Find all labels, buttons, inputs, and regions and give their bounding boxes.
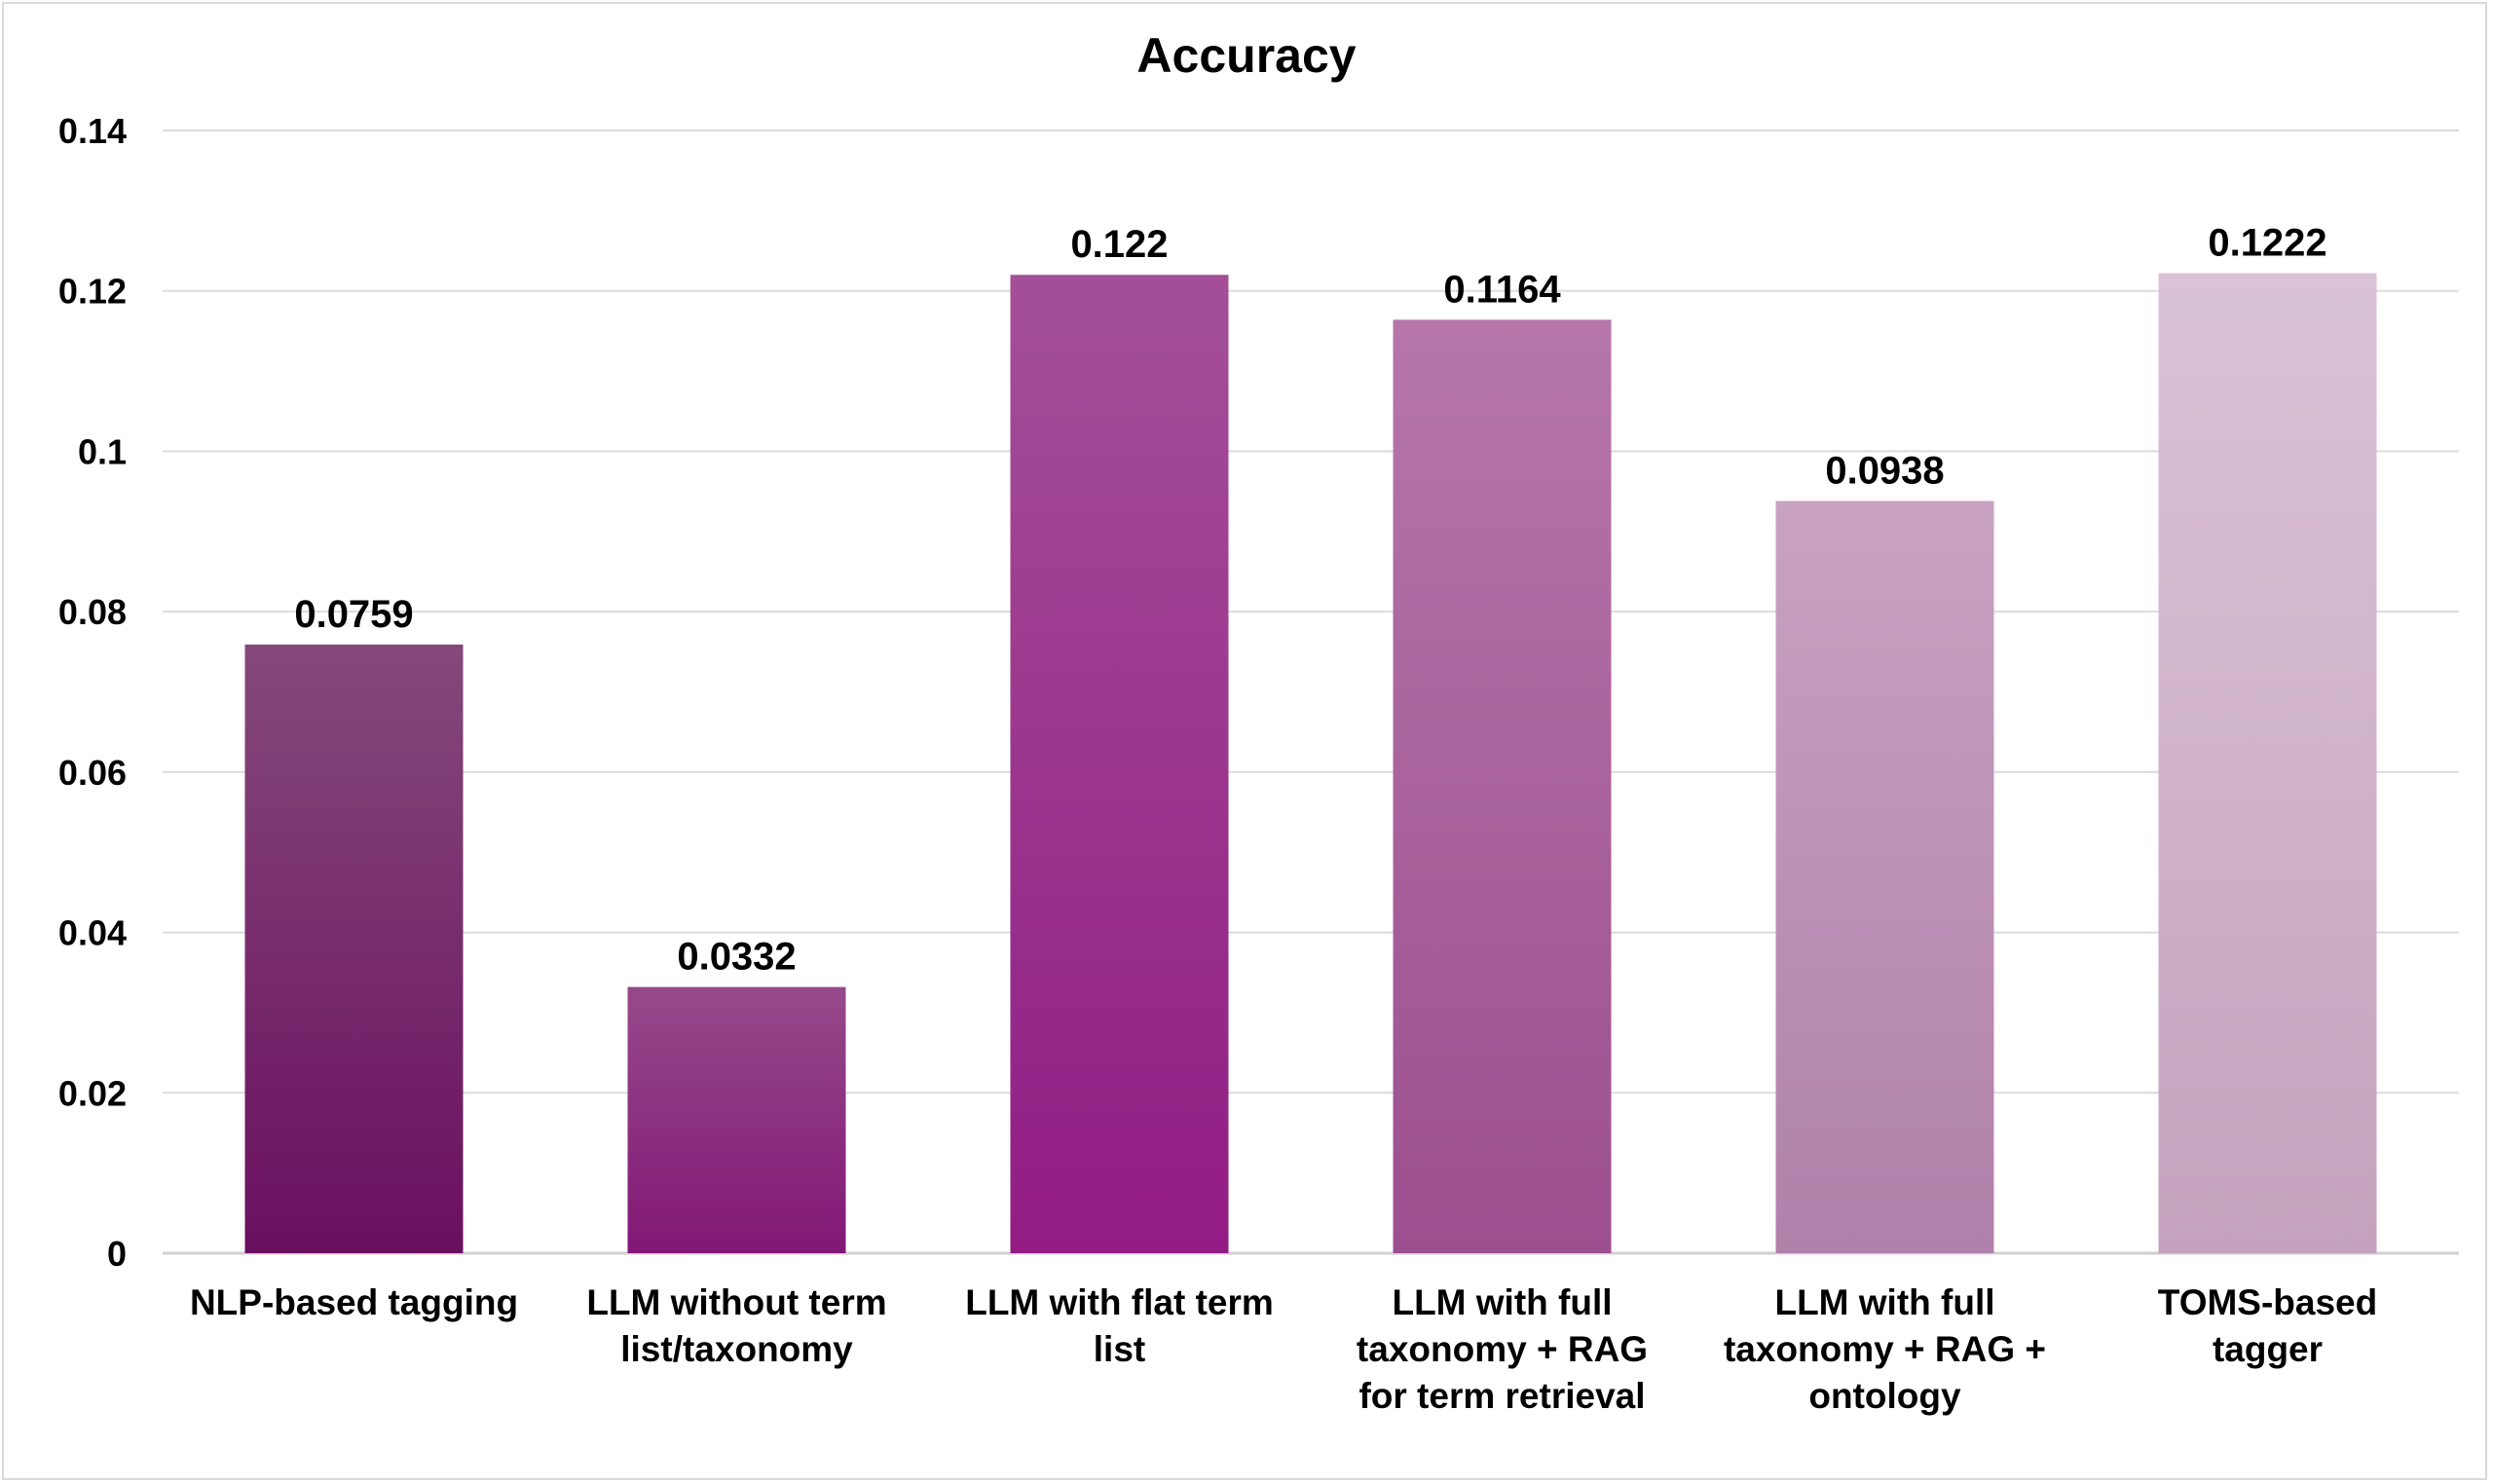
data-labels: 0.0759 0.0332 0.122 0.1164 0.0938 0.1222 [294,222,2326,979]
bars [244,273,2377,1253]
gridlines [163,130,2459,1255]
x-category-label: LLM with flat term [965,1282,1274,1322]
bar [1010,275,1229,1253]
bar [1775,501,1994,1253]
data-label: 0.1222 [2208,222,2326,265]
x-category-label: for term retrieval [1358,1376,1645,1416]
y-tick-label: 0.02 [58,1073,127,1113]
y-tick-label: 0 [107,1234,127,1274]
x-axis-categories: NLP-based tagging LLM without term list/ta… [190,1282,2377,1416]
chart-title: Accuracy [1136,28,1356,83]
x-category-label: LLM with full [1774,1282,1994,1322]
x-category-label: taxonomy + RAG [1357,1329,1648,1369]
x-category-label: LLM with full [1392,1282,1612,1322]
y-tick-label: 0.04 [58,913,127,953]
bar [627,986,846,1253]
y-axis-ticks: 0 0.02 0.04 0.06 0.08 0.1 0.12 0.14 [58,111,127,1274]
y-tick-label: 0.12 [58,272,127,312]
data-label: 0.0332 [677,936,796,979]
bar [2158,273,2377,1253]
x-category-label: list/taxonomy [620,1329,853,1369]
x-category-label: LLM without term [586,1282,886,1322]
bar [1393,319,1612,1253]
y-tick-label: 0.14 [58,111,127,151]
data-label: 0.122 [1070,223,1168,266]
x-category-label: NLP-based tagging [190,1282,518,1322]
data-label: 0.0938 [1825,449,1944,492]
y-tick-label: 0.1 [78,431,127,471]
y-tick-label: 0.06 [58,753,127,793]
x-category-label: taxonomy + RAG + [1724,1329,2046,1369]
y-tick-label: 0.08 [58,592,127,632]
bar [244,644,464,1253]
data-label: 0.1164 [1443,268,1561,311]
x-category-label: list [1094,1329,1145,1369]
x-category-label: ontology [1808,1376,1961,1416]
data-label: 0.0759 [294,593,413,636]
x-category-label: TOMS-based [2158,1282,2377,1322]
x-category-label: tagger [2213,1329,2323,1369]
